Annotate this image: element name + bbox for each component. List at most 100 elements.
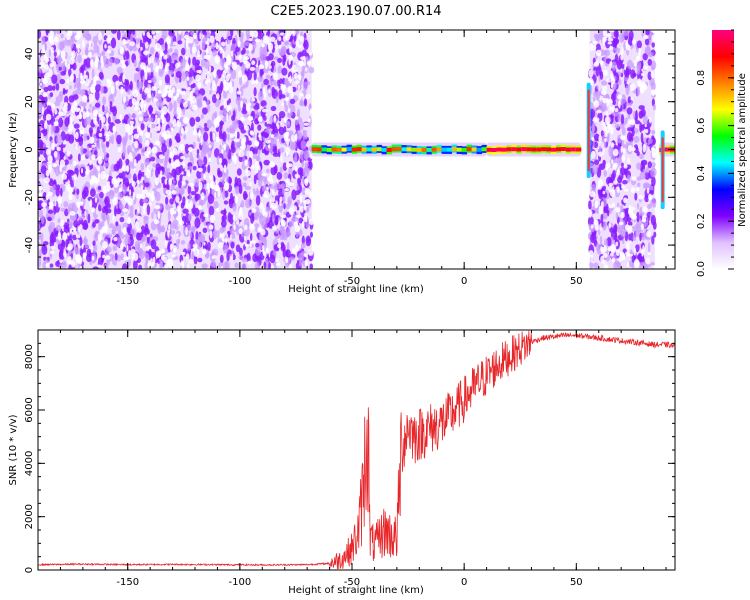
noise-blob: [288, 256, 295, 261]
noise-gap: [294, 133, 298, 142]
noise-gap: [140, 185, 144, 190]
noise-gap: [102, 254, 106, 259]
noise-gap: [633, 247, 637, 256]
noise-gap: [81, 243, 84, 250]
snr-y-tick-label: 6000: [24, 397, 35, 422]
noise-gap: [292, 64, 298, 73]
noise-blob: [305, 220, 310, 229]
noise-gap: [642, 65, 648, 70]
noise-gap: [225, 40, 228, 47]
noise-gap: [233, 138, 240, 143]
noise-gap: [206, 182, 210, 189]
noise-gap: [85, 78, 90, 87]
noise-gap: [286, 151, 289, 158]
noise-gap: [609, 61, 613, 66]
noise-gap: [645, 207, 648, 213]
noise-blob: [639, 122, 643, 133]
noise-blob: [156, 99, 161, 108]
noise-blob: [235, 46, 240, 53]
noise-blob: [48, 180, 55, 187]
noise-gap: [195, 74, 201, 82]
noise-blob: [652, 197, 657, 208]
noise-blob: [596, 85, 599, 90]
noise-blob: [95, 89, 100, 101]
noise-blob: [220, 209, 227, 215]
noise-gap: [146, 67, 152, 73]
noise-blob: [636, 182, 641, 187]
noise-blob: [600, 106, 606, 112]
noise-gap: [184, 56, 189, 61]
noise-gap: [615, 241, 619, 247]
noise-gap: [628, 205, 632, 214]
noise-gap: [276, 179, 279, 184]
noise-blob: [222, 190, 226, 200]
noise-gap: [154, 140, 161, 146]
noise-blob: [77, 136, 84, 142]
noise-blob: [62, 90, 66, 95]
noise-blob: [601, 80, 608, 86]
noise-gap: [294, 173, 298, 178]
noise-gap: [51, 142, 55, 151]
noise-blob: [613, 261, 619, 269]
noise-blob: [625, 85, 630, 96]
noise-gap: [80, 201, 84, 205]
noise-blob: [299, 99, 304, 106]
noise-blob: [274, 82, 278, 87]
noise-blob: [263, 159, 270, 166]
spike-core: [587, 89, 590, 172]
colorbar-ticks: 0.0 0.2 0.4 0.6 0.8: [696, 29, 734, 277]
noise-blob: [278, 111, 286, 119]
noise-blob: [144, 223, 149, 233]
noise-blob: [69, 39, 74, 49]
noise-gap: [147, 261, 153, 269]
noise-gap: [129, 41, 135, 47]
noise-blob: [138, 264, 143, 269]
noise-gap: [148, 35, 153, 39]
noise-gap: [251, 60, 256, 66]
noise-blob: [133, 72, 139, 83]
noise-blob: [54, 100, 61, 107]
tone-core: [491, 148, 497, 152]
noise-blob: [189, 192, 192, 201]
noise-gap: [593, 100, 600, 108]
noise-blob: [198, 233, 202, 241]
noise-gap: [644, 123, 647, 128]
noise-gap: [623, 197, 628, 204]
noise-gap: [603, 36, 607, 43]
noise-blob: [106, 153, 110, 159]
noise-blob: [155, 191, 161, 202]
tone-core: [561, 147, 567, 151]
noise-gap: [161, 134, 168, 138]
noise-gap: [268, 65, 272, 69]
noise-blob: [121, 30, 125, 34]
noise-gap: [192, 104, 198, 111]
noise-gap: [238, 228, 243, 235]
noise-gap: [215, 136, 220, 143]
noise-blob: [650, 81, 656, 91]
noise-gap: [623, 147, 626, 154]
noise-blob: [651, 65, 655, 72]
noise-gap: [300, 56, 306, 60]
noise-blob: [190, 84, 195, 89]
noise-gap: [308, 191, 314, 199]
noise-gap: [58, 203, 62, 208]
noise-blob: [218, 133, 225, 140]
noise-blob: [287, 196, 293, 205]
noise-gap: [641, 73, 645, 76]
noise-blob: [140, 123, 145, 131]
noise-blob: [223, 200, 229, 205]
noise-blob: [227, 133, 230, 141]
noise-gap: [638, 195, 644, 200]
noise-gap: [76, 161, 79, 166]
noise-blob: [98, 222, 102, 231]
noise-gap: [183, 34, 190, 40]
noise-blob: [605, 93, 610, 99]
noise-gap: [185, 62, 190, 71]
noise-blob: [218, 262, 221, 269]
noise-blob: [77, 54, 82, 64]
noise-gap: [49, 63, 53, 68]
noise-blob: [174, 171, 177, 182]
noise-gap: [612, 202, 615, 208]
noise-gap: [176, 121, 182, 127]
noise-gap: [187, 36, 194, 44]
